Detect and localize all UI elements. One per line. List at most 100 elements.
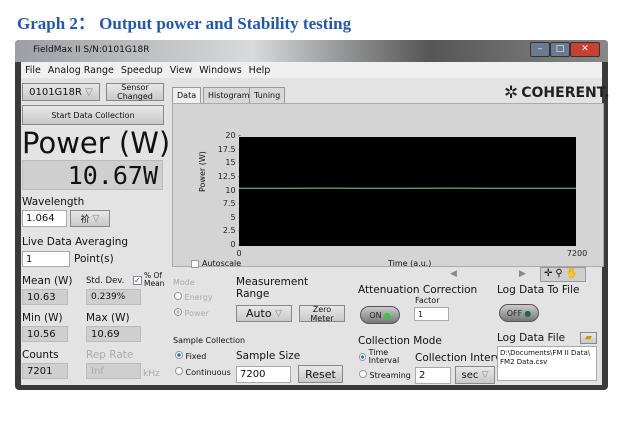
y-tick-label: 15 - <box>225 158 241 168</box>
menu-speedup[interactable]: Speedup <box>120 64 163 76</box>
led-icon: ● <box>383 310 391 320</box>
attenuation-toggle[interactable]: ON ● <box>360 306 400 324</box>
x-axis-label: Time (a.u.) <box>388 259 432 268</box>
graph-palette: ✛ ⚲ ✋ <box>540 267 586 282</box>
log-file-label: Log Data File <box>497 332 566 344</box>
chevron-down-icon: ▽ <box>92 213 100 224</box>
counts-value: 7201 <box>22 363 68 379</box>
plot-area <box>239 137 576 246</box>
x-tick-label: 0 <box>236 249 242 258</box>
percent-of-mean-checkbox[interactable]: ✓ <box>133 276 142 285</box>
sample-fixed-radio[interactable]: Fixed <box>175 351 206 361</box>
time-interval-label: Time Interval <box>368 348 400 365</box>
max-value: 10.69 <box>86 326 141 342</box>
menu-windows[interactable]: Windows <box>199 64 242 76</box>
close-button[interactable]: ✕ <box>570 42 600 57</box>
collection-mode-label: Collection Mode <box>358 335 442 347</box>
min-value: 10.56 <box>22 326 68 342</box>
y-tick-label: 10 - <box>225 185 241 195</box>
pan-hand-icon[interactable]: ✋ <box>565 268 579 279</box>
attenuation-toggle-text: ON <box>369 310 382 320</box>
streaming-radio[interactable]: Streaming <box>359 370 411 380</box>
mode-energy-radio[interactable]: Energy <box>174 292 213 302</box>
autoscale-checkbox[interactable] <box>191 260 199 268</box>
range-dropdown[interactable]: Auto ▽ <box>236 305 292 322</box>
graph-panel: Power (W) 0 7200 Time (a.u.) Autoscale 2… <box>172 103 604 268</box>
wavelength-unit: 祄 <box>80 215 90 225</box>
mode-label: Mode <box>173 278 195 287</box>
std-dev-label: Std. Dev. <box>86 276 125 286</box>
std-dev-value: 0.239% <box>86 289 141 305</box>
reset-button[interactable]: Reset <box>298 365 343 383</box>
wavelength-input[interactable]: 1.064 <box>22 210 67 227</box>
led-icon: ● <box>524 308 532 318</box>
averaging-label: Live Data Averaging <box>22 236 129 248</box>
wavelength-label: Wavelength <box>22 196 85 208</box>
zoom-icon[interactable]: ⚲ <box>555 268 563 279</box>
collection-interval-input[interactable]: 2 <box>415 367 451 384</box>
log-file-path[interactable]: D:\Documents\FM II Data\ FM2 Data.csv <box>497 346 597 381</box>
sensor-dropdown[interactable]: 0101G18R ▽ <box>22 83 100 101</box>
cursor-icon[interactable]: ✛ <box>544 268 553 279</box>
fixed-label: Fixed <box>185 352 207 361</box>
chevron-down-icon: ▽ <box>275 308 282 319</box>
power-label: Power (W) <box>22 126 171 160</box>
averaging-unit: Point(s) <box>74 253 114 265</box>
log-toggle[interactable]: OFF ● <box>499 304 539 322</box>
zero-meter-button[interactable]: Zero Meter <box>299 305 345 323</box>
scroll-left-button[interactable]: ◀ <box>450 269 457 279</box>
rep-rate-unit: kHz <box>143 369 160 379</box>
tab-tuning[interactable]: Tuning <box>249 87 286 103</box>
averaging-input[interactable]: 1 <box>22 251 70 267</box>
wavelength-unit-dropdown[interactable]: 祄 ▽ <box>70 210 110 227</box>
power-label-radio: Power <box>184 309 209 318</box>
scroll-right-button[interactable]: ▶ <box>519 269 526 279</box>
menu-analog-range[interactable]: Analog Range <box>47 64 114 76</box>
mode-power-radio[interactable]: Power <box>174 308 209 318</box>
maximize-button[interactable]: □ <box>550 42 570 57</box>
y-tick-label: 12.5 - <box>217 171 241 181</box>
power-chart <box>239 187 576 189</box>
range-label-2: Range <box>236 288 270 300</box>
streaming-label: Streaming <box>369 371 411 380</box>
menu-view[interactable]: View <box>169 64 193 76</box>
y-tick-label: 0 - <box>230 240 241 249</box>
start-data-collection-button[interactable]: Start Data Collection <box>22 105 164 125</box>
minimize-button[interactable]: – <box>530 42 550 57</box>
min-label: Min (W) <box>22 312 63 324</box>
y-tick-label: 2.5 - <box>222 226 241 236</box>
y-tick-label: 20 - <box>225 131 241 140</box>
page-heading: Graph 2： Output power and Stability test… <box>17 14 352 33</box>
sensor-changed-button[interactable]: Sensor Changed <box>106 83 164 101</box>
continuous-label: Continuous <box>185 368 231 377</box>
menu-help[interactable]: Help <box>248 64 271 76</box>
counts-label: Counts <box>22 349 59 361</box>
interval-unit-dropdown[interactable]: sec ▽ <box>455 366 495 384</box>
tab-panel: Data Histogram Tuning ✲ COHERENT. Power (… <box>172 82 610 282</box>
interval-unit: sec <box>461 369 479 381</box>
attenuation-label: Attenuation Correction <box>358 284 478 296</box>
rep-rate-label: Rep Rate <box>86 349 134 361</box>
power-readout: 10.67W <box>22 160 163 190</box>
mean-label: Mean (W) <box>22 275 73 287</box>
sample-size-label: Sample Size <box>236 350 301 362</box>
x-tick-label: 7200 <box>566 249 588 258</box>
sample-size-input[interactable]: 7200 <box>236 366 291 383</box>
time-interval-radio[interactable]: Time Interval <box>359 349 409 365</box>
factor-input[interactable]: 1 <box>414 307 449 321</box>
title-bar: FieldMax II S/N:0101G18R – □ ✕ <box>15 40 608 62</box>
log-to-file-label: Log Data To File <box>497 284 580 296</box>
range-value: Auto <box>246 307 272 320</box>
range-label-1: Measurement <box>236 276 309 288</box>
sample-continuous-radio[interactable]: Continuous <box>175 367 231 377</box>
folder-icon[interactable]: ▰ <box>580 332 597 344</box>
menu-file[interactable]: File <box>25 64 41 76</box>
measurement-range-label: Measurement Range <box>236 276 308 300</box>
chevron-down-icon: ▽ <box>85 86 93 98</box>
chevron-down-icon: ▽ <box>481 370 489 380</box>
tab-data[interactable]: Data <box>172 87 202 103</box>
y-tick-label: 17.5 - <box>217 144 241 154</box>
tab-histogram[interactable]: Histogram <box>203 87 255 103</box>
coherent-logo: ✲ COHERENT. <box>504 83 610 103</box>
y-tick-label: 7.5 - <box>222 199 241 209</box>
